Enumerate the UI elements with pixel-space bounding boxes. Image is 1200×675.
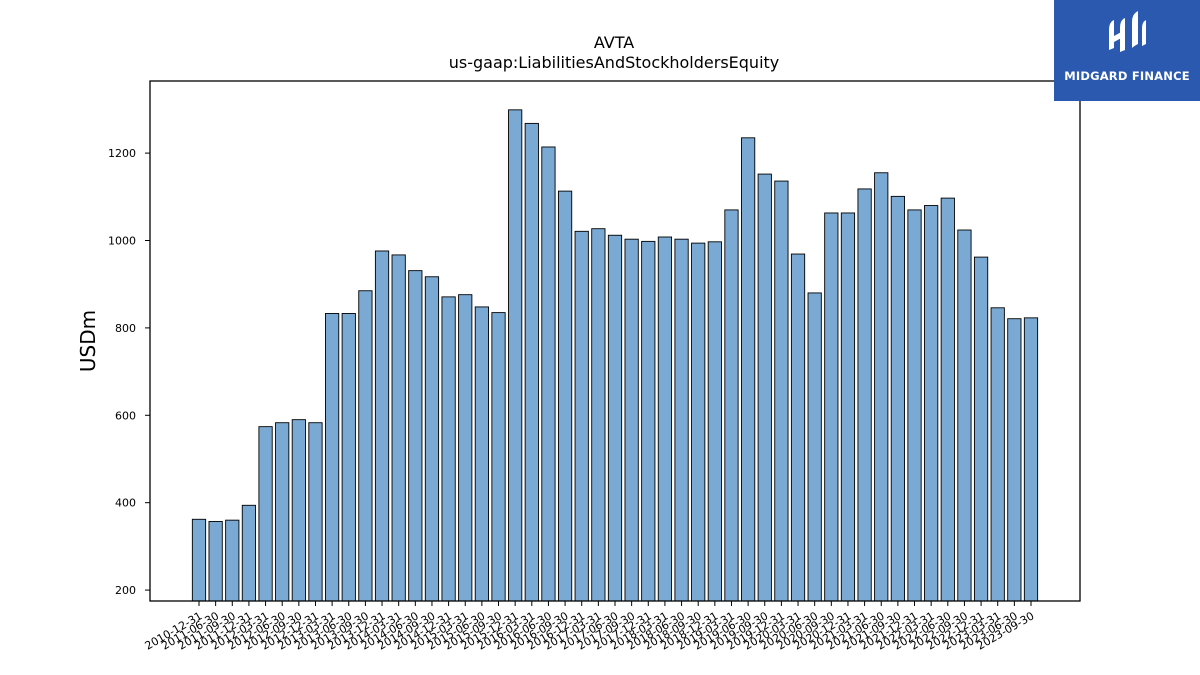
y-tick-label: 800 [115,322,136,335]
bar-2011-06-30 [208,521,223,602]
bar-2021-12-31 [907,209,922,602]
y-tick-label: 400 [115,497,136,510]
bar-2018-09-30 [691,242,706,602]
bar-2012-06-30 [275,422,290,602]
bar-2020-03-31 [790,253,806,602]
bar-2010-12-31 [191,518,207,602]
bar-2019-06-30 [741,137,756,602]
bar-2016-06-30 [541,146,556,602]
bar-2014-12-31 [441,296,456,602]
bar-2020-09-30 [824,212,839,602]
bar-2019-12-31 [774,180,789,602]
bar-2022-03-31 [924,205,939,602]
bar-2017-12-31 [641,240,656,602]
bar-2017-09-30 [624,238,639,602]
midgard-finance-logo: MIDGARD FINANCE [1054,0,1200,101]
y-axis-label: USDm [76,310,100,372]
bar-2014-03-31 [391,254,406,602]
bar-2016-12-31 [574,230,589,602]
bars-group [191,109,1039,602]
bar-2011-09-30 [225,519,240,602]
bar-2013-03-31 [325,313,340,602]
bar-2018-06-30 [674,238,689,602]
bar-2022-12-31 [973,256,989,602]
bar-2015-03-31 [458,294,473,602]
y-tick-label: 200 [115,584,136,597]
bar-2012-03-31 [258,426,273,602]
bar-2011-12-31 [241,504,257,602]
bar-2019-09-30 [757,173,772,602]
chart-title: AVTA [594,33,634,52]
bar-2014-09-30 [424,276,440,602]
bar-2019-03-31 [724,209,739,602]
bar-2020-06-30 [807,292,822,602]
y-tick-label: 600 [115,409,136,422]
bar-2015-09-30 [491,312,506,602]
bar-2023-06-30 [1007,318,1022,602]
bar-2012-09-30 [291,419,306,602]
bar-2022-06-30 [940,197,955,602]
bar-2013-09-30 [358,290,373,602]
chart-subtitle: us-gaap:LiabilitiesAndStockholdersEquity [449,53,780,72]
bar-2015-12-31 [508,109,523,602]
bar-2018-12-31 [707,241,722,602]
bar-2013-12-31 [374,250,390,602]
y-axis-ticks: 200 400 600 800 1000 1200 [108,147,150,597]
bar-2021-09-30 [890,195,905,602]
bar-2023-03-31 [990,307,1005,602]
x-axis-ticks: 2010-12-312011-06-302011-09-302011-12-31… [143,601,1037,653]
plot-frame [149,80,1081,602]
y-tick-label: 1200 [108,147,136,160]
y-tick-label: 1000 [108,234,136,247]
bar-2014-06-30 [408,270,423,602]
bar-2021-06-30 [874,172,889,602]
bar-2016-09-30 [557,190,573,602]
bar-2016-03-31 [524,122,539,602]
midgard-logo-icon [1109,11,1146,52]
bar-2017-03-31 [591,228,606,602]
bar-2020-12-31 [840,212,856,602]
bar-2015-06-30 [474,306,489,602]
bar-2023-09-30 [1023,317,1039,602]
bar-2012-12-31 [308,422,323,602]
bar-2021-03-31 [857,188,872,602]
bar-2022-09-30 [957,229,972,602]
bar-2013-06-30 [341,313,356,602]
bar-2018-03-31 [657,236,673,602]
logo-text: MIDGARD FINANCE [1064,69,1190,83]
bar-2017-06-30 [607,234,623,602]
